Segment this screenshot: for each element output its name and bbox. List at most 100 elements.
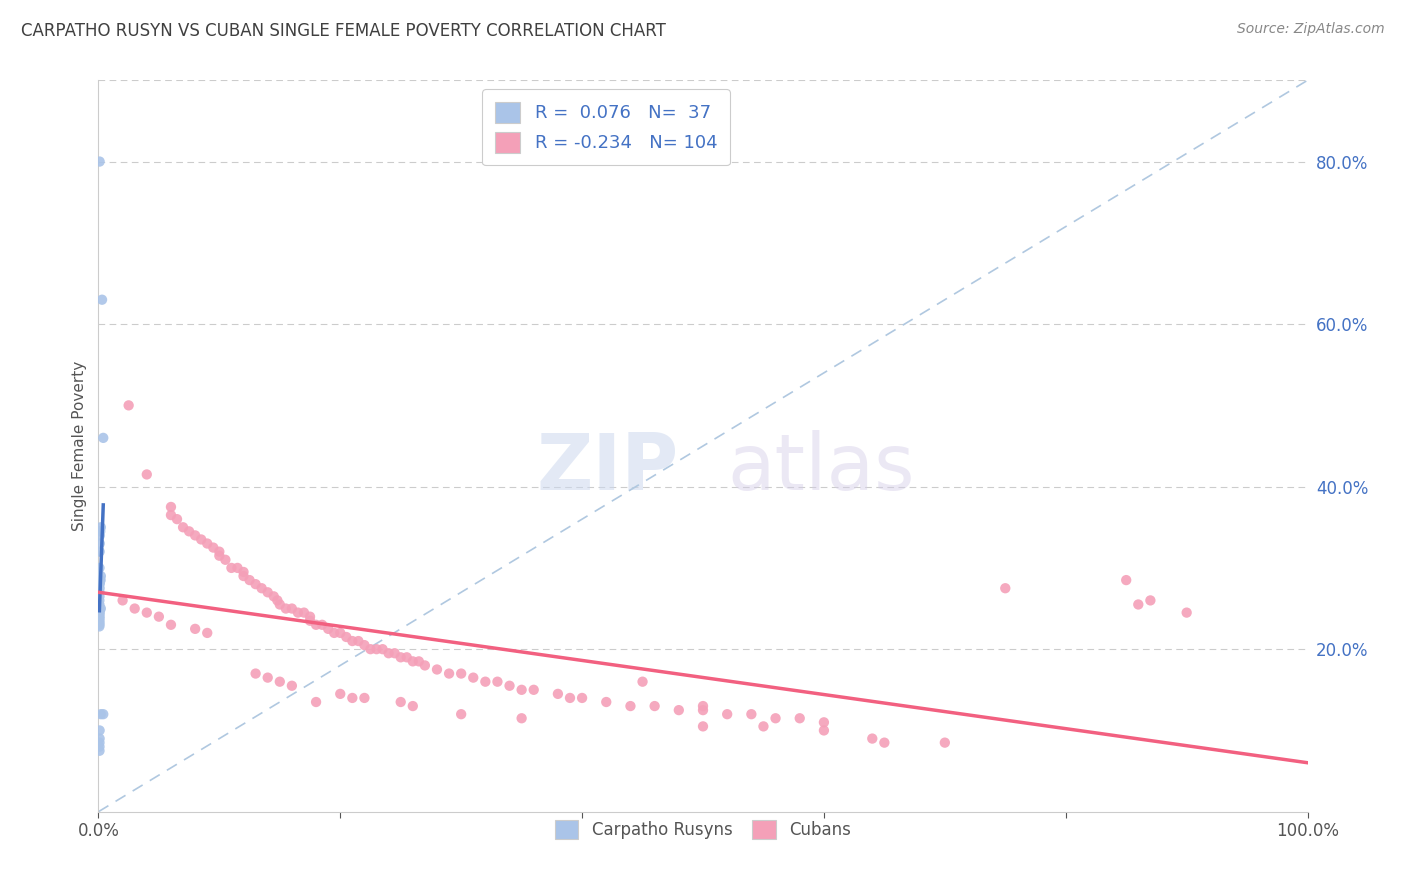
Point xyxy=(214,553,236,567)
Point xyxy=(523,682,546,697)
Point xyxy=(148,609,170,624)
Point xyxy=(89,607,111,622)
Point xyxy=(281,601,304,615)
Point xyxy=(208,544,231,558)
Point xyxy=(89,736,111,750)
Point xyxy=(789,711,811,725)
Text: CARPATHO RUSYN VS CUBAN SINGLE FEMALE POVERTY CORRELATION CHART: CARPATHO RUSYN VS CUBAN SINGLE FEMALE PO… xyxy=(21,22,666,40)
Point xyxy=(366,642,388,657)
Point xyxy=(195,626,218,640)
Point xyxy=(437,666,460,681)
Point xyxy=(91,293,114,307)
Point xyxy=(619,699,641,714)
Point xyxy=(377,646,399,660)
Point xyxy=(89,723,111,738)
Point xyxy=(118,398,141,412)
Point xyxy=(226,561,249,575)
Point xyxy=(426,663,449,677)
Point xyxy=(245,666,267,681)
Point xyxy=(269,674,291,689)
Point xyxy=(692,703,714,717)
Point xyxy=(274,601,297,615)
Point xyxy=(166,512,188,526)
Point xyxy=(347,634,370,648)
Point xyxy=(450,666,472,681)
Point xyxy=(89,524,111,539)
Point xyxy=(329,626,352,640)
Point xyxy=(190,533,212,547)
Point xyxy=(292,606,315,620)
Point xyxy=(644,699,666,714)
Point xyxy=(89,574,111,589)
Point xyxy=(111,593,134,607)
Point xyxy=(172,520,194,534)
Point xyxy=(89,606,111,620)
Text: ZIP: ZIP xyxy=(537,430,679,506)
Point xyxy=(631,674,654,689)
Point xyxy=(250,581,273,595)
Point xyxy=(692,699,714,714)
Point xyxy=(160,508,183,522)
Point xyxy=(90,569,112,583)
Point xyxy=(752,719,775,733)
Point xyxy=(135,606,157,620)
Point xyxy=(299,609,322,624)
Point xyxy=(316,622,339,636)
Point xyxy=(89,585,111,599)
Point xyxy=(89,611,111,625)
Point xyxy=(89,590,111,604)
Point xyxy=(463,671,485,685)
Point xyxy=(813,723,835,738)
Point xyxy=(89,619,111,633)
Point xyxy=(89,575,111,590)
Point xyxy=(305,617,328,632)
Point xyxy=(311,617,333,632)
Point xyxy=(232,569,254,583)
Point xyxy=(360,642,382,657)
Point xyxy=(353,690,375,705)
Point xyxy=(329,687,352,701)
Point xyxy=(89,739,111,754)
Point xyxy=(221,561,243,575)
Point xyxy=(323,626,346,640)
Point xyxy=(389,650,412,665)
Point xyxy=(89,593,111,607)
Point xyxy=(402,699,425,714)
Point xyxy=(510,711,533,725)
Point xyxy=(547,687,569,701)
Point xyxy=(256,585,278,599)
Point xyxy=(571,690,593,705)
Point xyxy=(89,603,111,617)
Point xyxy=(371,642,394,657)
Point xyxy=(1115,573,1137,587)
Point xyxy=(335,630,357,644)
Point xyxy=(450,707,472,722)
Point xyxy=(558,690,581,705)
Point xyxy=(384,646,406,660)
Point xyxy=(91,707,114,722)
Point xyxy=(1175,606,1198,620)
Point xyxy=(266,593,288,607)
Point xyxy=(474,674,496,689)
Legend: Carpatho Rusyns, Cubans: Carpatho Rusyns, Cubans xyxy=(547,812,859,847)
Point xyxy=(994,581,1017,595)
Point xyxy=(89,599,111,614)
Point xyxy=(740,707,762,722)
Point xyxy=(395,650,418,665)
Point xyxy=(89,614,111,628)
Point xyxy=(873,736,896,750)
Point xyxy=(90,520,112,534)
Point xyxy=(160,500,183,514)
Text: Source: ZipAtlas.com: Source: ZipAtlas.com xyxy=(1237,22,1385,37)
Point xyxy=(89,598,111,612)
Text: atlas: atlas xyxy=(727,430,915,506)
Point xyxy=(765,711,787,725)
Point xyxy=(195,536,218,550)
Point xyxy=(89,581,111,595)
Point xyxy=(90,707,112,722)
Point xyxy=(256,671,278,685)
Point xyxy=(402,654,425,668)
Point xyxy=(89,536,111,550)
Point xyxy=(281,679,304,693)
Point xyxy=(89,544,111,558)
